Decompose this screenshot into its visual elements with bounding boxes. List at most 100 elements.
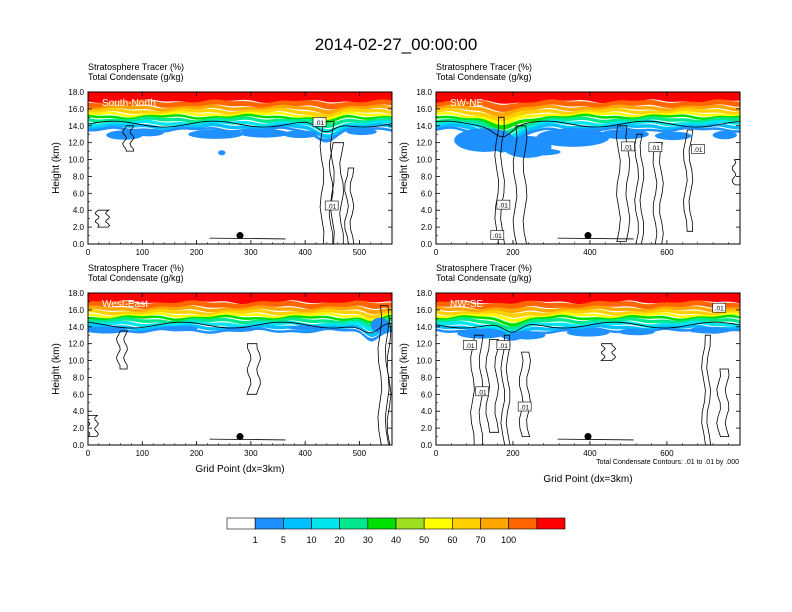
x-tick-label: 0 xyxy=(434,449,439,458)
tracer-label: Stratosphere Tracer (%) xyxy=(436,263,532,273)
y-axis-title: Height (km) xyxy=(399,142,410,194)
contour-label: .01 xyxy=(324,200,339,211)
condensate-contours xyxy=(436,116,740,244)
contour-label: .01 xyxy=(648,142,663,152)
x-axis-title: Grid Point (dx=3km) xyxy=(195,464,284,475)
y-tick-label: 8.0 xyxy=(421,373,433,382)
y-tick-label: 10.0 xyxy=(416,156,432,165)
colorbar-label: 50 xyxy=(419,535,429,545)
y-tick-label: 16.0 xyxy=(68,306,84,315)
y-tick-label: 12.0 xyxy=(416,340,432,349)
contour-label: .01 xyxy=(621,141,635,151)
y-axis-title: Height (km) xyxy=(51,343,62,395)
colorbar-box xyxy=(226,517,256,530)
location-marker xyxy=(584,433,592,441)
contour-label: .01 xyxy=(496,199,511,210)
colorbar-label: 10 xyxy=(306,535,316,545)
condensate-contours xyxy=(88,120,392,244)
y-tick-label: 4.0 xyxy=(421,407,433,416)
condensate-label: Total Condensate (g/kg) xyxy=(436,273,532,283)
colorbar-label: 60 xyxy=(447,535,457,545)
x-tick-label: 200 xyxy=(506,248,520,257)
y-tick-label: 18.0 xyxy=(68,88,84,97)
condensate-contours xyxy=(436,321,740,445)
y-axis-title: Height (km) xyxy=(399,343,410,395)
contour-label: .01 xyxy=(463,340,477,350)
x-tick-label: 400 xyxy=(583,449,597,458)
y-tick-label: 18.0 xyxy=(416,88,432,97)
tracer-label: Stratosphere Tracer (%) xyxy=(436,62,532,72)
colorbar-label: 30 xyxy=(363,535,373,545)
x-tick-label: 400 xyxy=(298,449,312,458)
y-tick-label: 2.0 xyxy=(73,223,85,232)
contour-label: .01 xyxy=(312,117,327,127)
y-tick-label: 6.0 xyxy=(73,189,85,198)
location-marker xyxy=(236,232,244,240)
colorbar-box xyxy=(423,517,453,530)
colorbar-label: 5 xyxy=(281,535,286,545)
contour-label: .01 xyxy=(517,401,532,412)
y-tick-label: 14.0 xyxy=(68,323,84,332)
x-tick-label: 500 xyxy=(353,248,367,257)
y-tick-label: 2.0 xyxy=(421,424,433,433)
svg-text:.01: .01 xyxy=(465,343,474,350)
y-tick-label: 8.0 xyxy=(73,172,85,181)
x-tick-label: 300 xyxy=(244,449,258,458)
panel-name: West-East xyxy=(102,299,148,310)
y-tick-label: 12.0 xyxy=(68,340,84,349)
svg-text:.01: .01 xyxy=(499,203,508,210)
tracer-field xyxy=(436,293,740,341)
contour-label: .01 xyxy=(475,386,489,396)
svg-text:.01: .01 xyxy=(693,147,702,154)
colorbar-box xyxy=(283,517,312,530)
x-tick-label: 0 xyxy=(434,248,439,257)
panel-south-north: Stratosphere Tracer (%)Total Condensate … xyxy=(51,62,393,257)
y-tick-label: 6.0 xyxy=(421,189,433,198)
y-tick-label: 4.0 xyxy=(73,407,85,416)
y-tick-label: 12.0 xyxy=(416,139,432,148)
panel-name: South-North xyxy=(102,98,156,109)
svg-text:.01: .01 xyxy=(651,145,660,152)
y-tick-label: 14.0 xyxy=(416,323,432,332)
tracer-label: Stratosphere Tracer (%) xyxy=(88,62,184,72)
tracer-label: Stratosphere Tracer (%) xyxy=(88,263,184,273)
y-tick-label: 2.0 xyxy=(73,424,85,433)
colorbar-box xyxy=(395,517,425,530)
location-marker xyxy=(584,232,592,240)
y-tick-label: 10.0 xyxy=(68,156,84,165)
panel-west-east: Stratosphere Tracer (%)Total Condensate … xyxy=(51,263,393,475)
colorbar-box xyxy=(339,517,369,530)
colorbar-box xyxy=(536,517,566,530)
svg-text:.01: .01 xyxy=(623,144,632,151)
colorbar: 1 5 10 20 30 40 50 60 70 100 xyxy=(226,517,566,545)
x-tick-label: 200 xyxy=(190,248,204,257)
y-axis-title: Height (km) xyxy=(51,142,62,194)
colorbar-box xyxy=(367,517,397,530)
colorbar-label: 100 xyxy=(501,535,516,545)
x-tick-label: 600 xyxy=(660,248,674,257)
colorbar-box xyxy=(254,517,284,530)
y-tick-label: 2.0 xyxy=(421,223,433,232)
svg-text:.01: .01 xyxy=(493,233,502,240)
colorbar-label: 40 xyxy=(391,535,401,545)
y-tick-label: 4.0 xyxy=(73,206,85,215)
contour-note: Total Condensate Contours: .01 to .01 by… xyxy=(596,459,739,466)
svg-text:.01: .01 xyxy=(478,389,487,396)
y-tick-label: 6.0 xyxy=(73,390,85,399)
svg-text:.01: .01 xyxy=(715,306,724,313)
y-tick-label: 0.0 xyxy=(73,240,85,249)
x-tick-label: 500 xyxy=(353,449,367,458)
x-tick-label: 300 xyxy=(244,248,258,257)
x-tick-label: 100 xyxy=(136,449,150,458)
y-tick-label: 14.0 xyxy=(416,122,432,131)
svg-text:.01: .01 xyxy=(315,120,324,127)
figure-title: 2014-02-27_00:00:00 xyxy=(315,35,478,54)
x-tick-label: 200 xyxy=(506,449,520,458)
x-tick-label: 200 xyxy=(190,449,204,458)
condensate-contours xyxy=(88,305,392,445)
x-tick-label: 400 xyxy=(298,248,312,257)
y-tick-label: 14.0 xyxy=(68,122,84,131)
panel-name: SW-NE xyxy=(450,98,483,109)
colorbar-label: 70 xyxy=(475,535,485,545)
y-tick-label: 6.0 xyxy=(421,390,433,399)
